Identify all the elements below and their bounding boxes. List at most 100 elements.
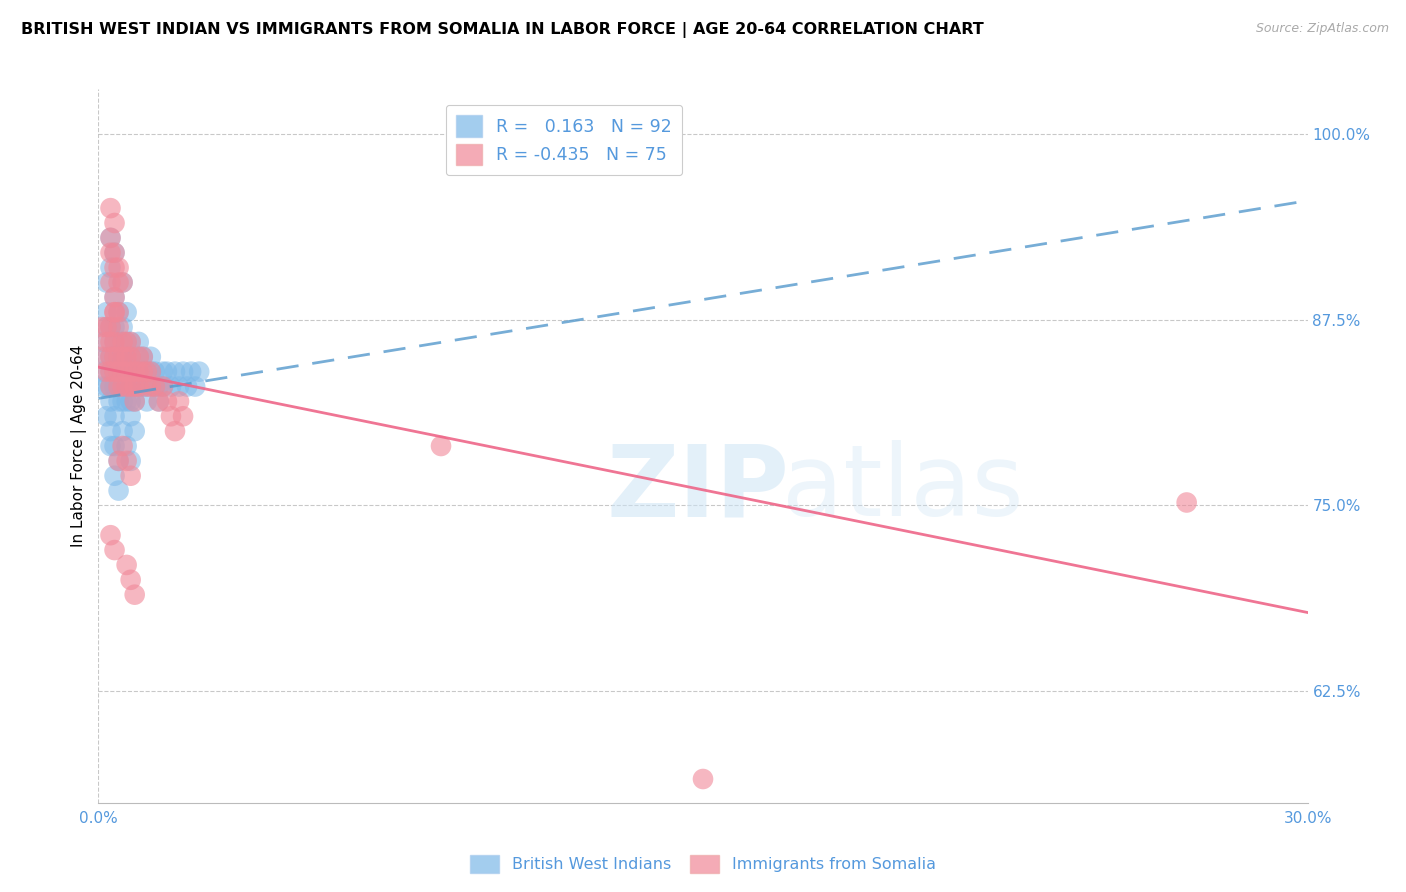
- Point: [120, 379, 142, 393]
- Point: [148, 394, 170, 409]
- Point: [111, 424, 134, 438]
- Point: [120, 454, 142, 468]
- Point: [100, 201, 122, 215]
- Point: [124, 365, 146, 379]
- Point: [124, 365, 146, 379]
- Point: [120, 334, 142, 349]
- Point: [124, 379, 146, 393]
- Point: [120, 334, 142, 349]
- Point: [128, 334, 150, 349]
- Point: [128, 350, 150, 364]
- Point: [135, 365, 157, 379]
- Point: [124, 394, 146, 409]
- Point: [143, 379, 166, 393]
- Point: [100, 439, 122, 453]
- Point: [188, 365, 211, 379]
- Point: [120, 468, 142, 483]
- Point: [124, 379, 146, 393]
- Point: [160, 379, 183, 393]
- Point: [100, 231, 122, 245]
- Point: [132, 350, 155, 364]
- Point: [124, 424, 146, 438]
- Point: [132, 379, 155, 393]
- Point: [107, 305, 129, 319]
- Point: [143, 365, 166, 379]
- Point: [139, 365, 162, 379]
- Point: [103, 439, 125, 453]
- Point: [96, 334, 118, 349]
- Point: [128, 350, 150, 364]
- Point: [148, 394, 170, 409]
- Point: [107, 305, 129, 319]
- Point: [111, 350, 134, 364]
- Point: [135, 379, 157, 393]
- Point: [128, 379, 150, 393]
- Point: [103, 543, 125, 558]
- Point: [103, 468, 125, 483]
- Point: [107, 365, 129, 379]
- Point: [128, 365, 150, 379]
- Text: atlas: atlas: [782, 441, 1024, 537]
- Legend: British West Indians, Immigrants from Somalia: British West Indians, Immigrants from So…: [464, 848, 942, 880]
- Point: [156, 394, 179, 409]
- Point: [167, 394, 190, 409]
- Point: [107, 334, 129, 349]
- Point: [111, 379, 134, 393]
- Point: [115, 379, 138, 393]
- Point: [152, 365, 174, 379]
- Point: [107, 260, 129, 275]
- Point: [120, 350, 142, 364]
- Point: [172, 409, 194, 424]
- Y-axis label: In Labor Force | Age 20-64: In Labor Force | Age 20-64: [72, 345, 87, 547]
- Point: [135, 365, 157, 379]
- Legend: R =   0.163   N = 92, R = -0.435   N = 75: R = 0.163 N = 92, R = -0.435 N = 75: [446, 105, 682, 175]
- Point: [100, 528, 122, 542]
- Point: [152, 379, 174, 393]
- Point: [107, 320, 129, 334]
- Point: [100, 245, 122, 260]
- Point: [167, 379, 190, 393]
- Point: [115, 558, 138, 572]
- Point: [100, 350, 122, 364]
- Point: [176, 379, 198, 393]
- Point: [103, 334, 125, 349]
- Point: [115, 305, 138, 319]
- Point: [139, 350, 162, 364]
- Point: [132, 350, 155, 364]
- Point: [430, 439, 453, 453]
- Point: [163, 365, 186, 379]
- Point: [184, 379, 207, 393]
- Point: [100, 365, 122, 379]
- Point: [115, 365, 138, 379]
- Point: [120, 365, 142, 379]
- Point: [115, 365, 138, 379]
- Point: [160, 409, 183, 424]
- Point: [148, 379, 170, 393]
- Point: [103, 350, 125, 364]
- Point: [103, 365, 125, 379]
- Point: [107, 394, 129, 409]
- Point: [115, 379, 138, 393]
- Point: [111, 334, 134, 349]
- Point: [91, 334, 114, 349]
- Point: [100, 231, 122, 245]
- Point: [135, 394, 157, 409]
- Text: BRITISH WEST INDIAN VS IMMIGRANTS FROM SOMALIA IN LABOR FORCE | AGE 20-64 CORREL: BRITISH WEST INDIAN VS IMMIGRANTS FROM S…: [21, 22, 984, 38]
- Point: [107, 483, 129, 498]
- Point: [100, 379, 122, 393]
- Point: [156, 365, 179, 379]
- Point: [692, 772, 714, 786]
- Point: [115, 350, 138, 364]
- Point: [100, 365, 122, 379]
- Point: [103, 350, 125, 364]
- Point: [111, 276, 134, 290]
- Point: [163, 424, 186, 438]
- Point: [96, 365, 118, 379]
- Point: [128, 379, 150, 393]
- Point: [107, 276, 129, 290]
- Point: [120, 409, 142, 424]
- Point: [111, 334, 134, 349]
- Point: [115, 350, 138, 364]
- Point: [103, 379, 125, 393]
- Point: [100, 379, 122, 393]
